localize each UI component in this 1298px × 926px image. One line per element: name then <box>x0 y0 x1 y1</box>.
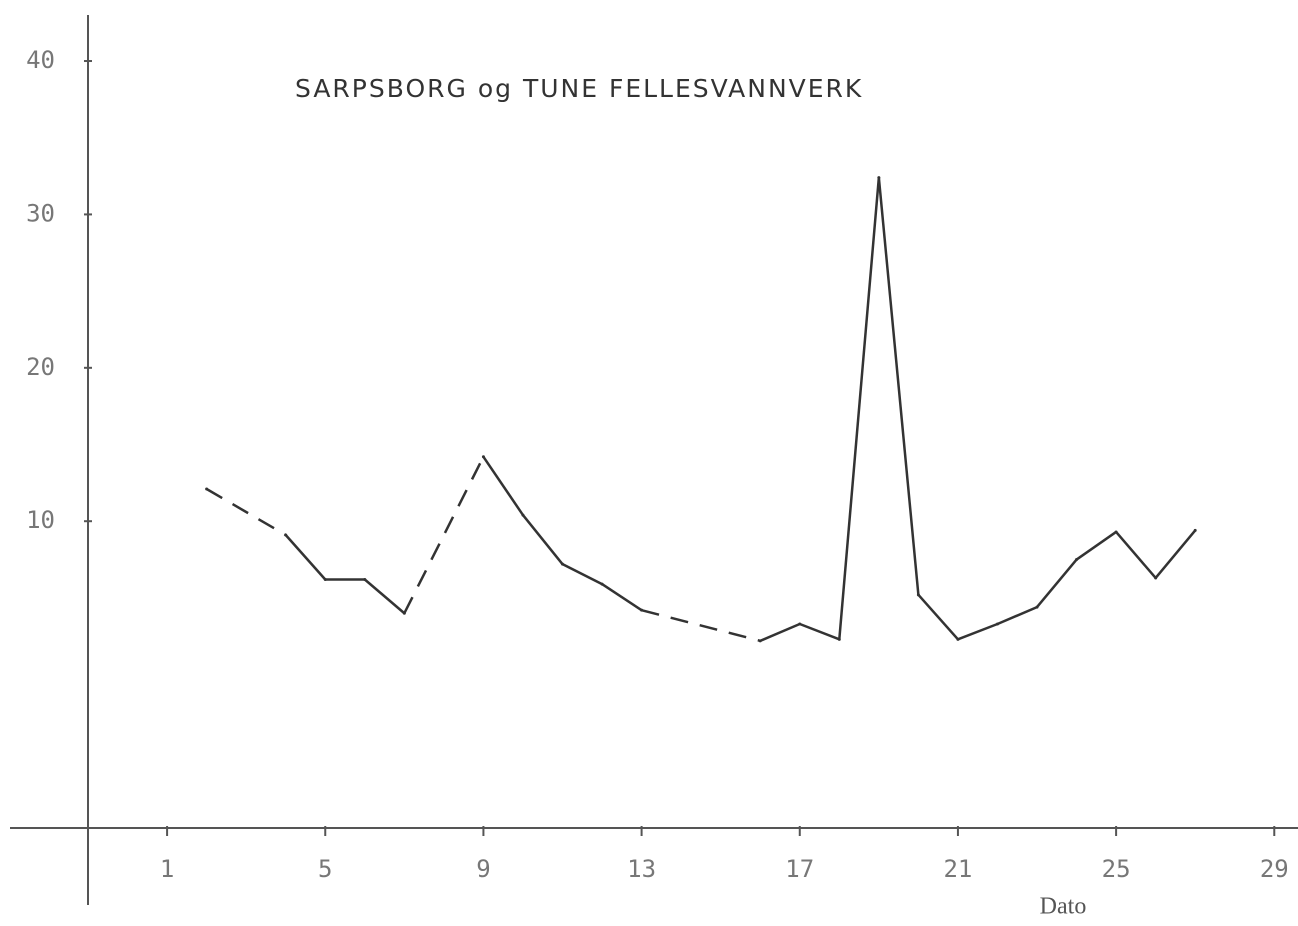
y-tick-label: 30 <box>26 199 55 227</box>
line-segment <box>601 583 643 612</box>
x-tick-label: 21 <box>943 855 972 883</box>
line-segment <box>284 534 327 581</box>
line-segment <box>561 563 603 586</box>
chart-title: SARPSBORG og TUNE FELLESVANNVERK <box>295 74 863 103</box>
dashed-segment <box>205 487 287 537</box>
line-segment <box>759 622 801 643</box>
x-tick-label: 17 <box>785 855 814 883</box>
line-segment <box>917 594 959 641</box>
line-segment <box>1154 529 1197 579</box>
x-tick-label: 29 <box>1260 855 1289 883</box>
dashed-segment <box>403 456 485 614</box>
line-segment <box>363 578 406 615</box>
dashed-segment <box>641 608 761 643</box>
y-tick-label: 10 <box>26 506 55 534</box>
line-segment <box>482 456 525 516</box>
line-segment <box>521 514 564 565</box>
y-tick-label: 20 <box>26 353 55 381</box>
line-segment <box>1115 531 1157 579</box>
line-segment <box>838 177 881 640</box>
x-tick-label: 9 <box>476 855 490 883</box>
x-tick-label: 13 <box>627 855 656 883</box>
x-tick-label: 1 <box>160 855 174 883</box>
x-tick-label: 5 <box>318 855 332 883</box>
x-axis-label: Dato <box>1040 894 1087 920</box>
y-tick-label: 40 <box>26 46 55 74</box>
line-segment <box>799 622 840 641</box>
line-segment <box>996 605 1038 626</box>
line-segment <box>957 622 998 641</box>
line-segment <box>1036 558 1078 608</box>
line-segment <box>1075 530 1117 561</box>
line-segment <box>877 177 920 595</box>
x-tick-label: 25 <box>1102 855 1131 883</box>
